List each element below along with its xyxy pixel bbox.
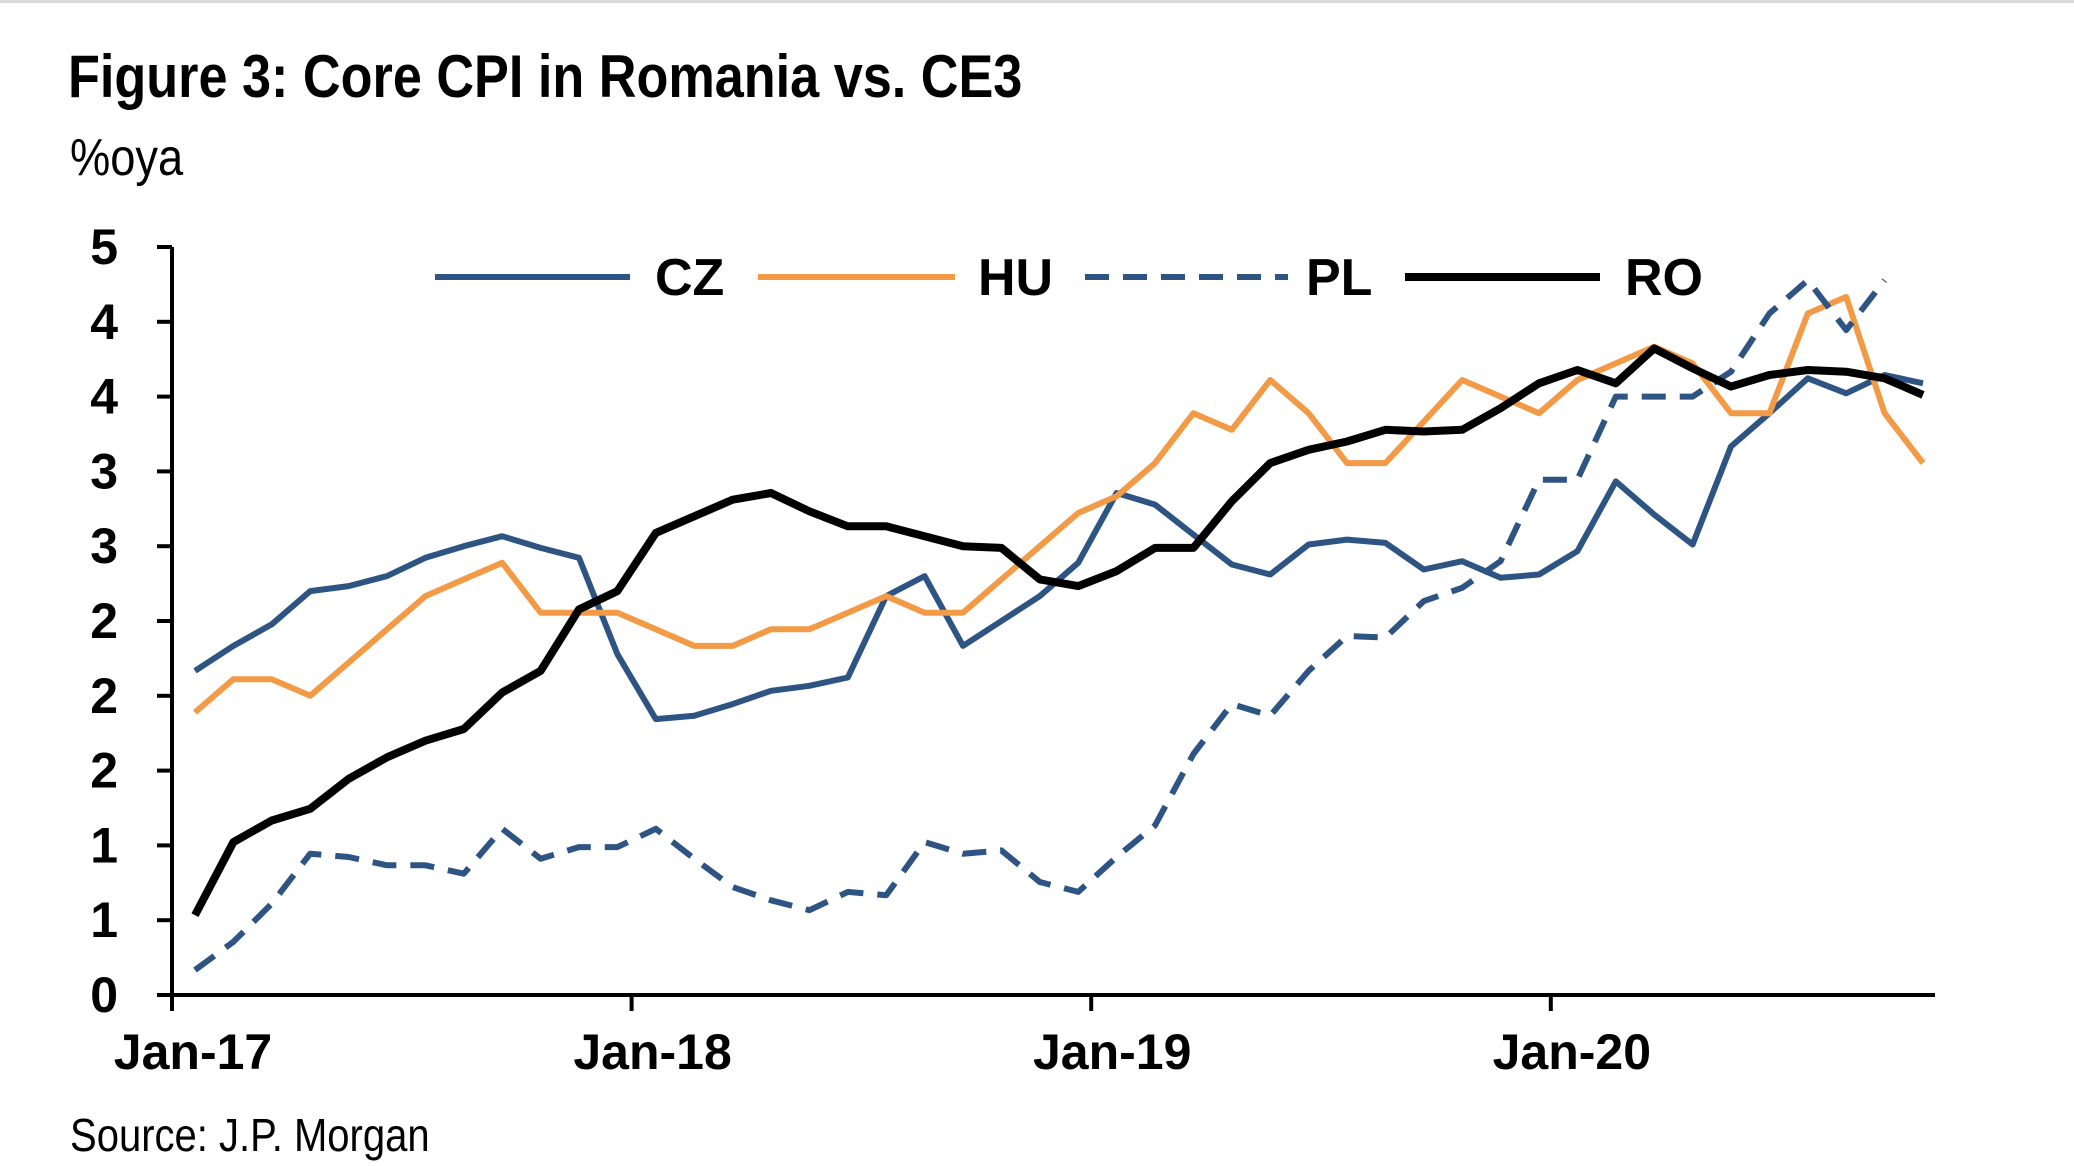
legend-label-hu: HU xyxy=(978,249,1053,307)
series-layer xyxy=(191,277,1926,973)
series-line-cz xyxy=(193,372,1924,723)
chart-subtitle: %oya xyxy=(70,129,184,187)
source-note: Source: J.P. Morgan xyxy=(70,1109,430,1161)
y-tick-label: 2 xyxy=(90,743,118,799)
legend-label-ro: RO xyxy=(1625,249,1703,307)
y-tick-label: 1 xyxy=(90,892,118,948)
y-tick-label: 2 xyxy=(90,668,118,724)
series-line-ro xyxy=(191,344,1925,918)
x-tick-label: Jan-20 xyxy=(1493,1024,1651,1080)
legend-label-pl: PL xyxy=(1306,249,1372,307)
legend: CZ HU PL RO xyxy=(435,249,1703,307)
y-tick-label: 3 xyxy=(90,518,118,574)
y-tick-label: 4 xyxy=(90,369,118,425)
x-tick-label: Jan-19 xyxy=(1033,1024,1191,1080)
y-tick-label: 1 xyxy=(90,817,118,873)
x-tick-label: Jan-17 xyxy=(114,1024,272,1080)
series-line-pl xyxy=(193,277,1887,973)
axes-layer: 0 1 1 2 2 2 3 3 4 4 5 Jan-17 Jan-18 Jan-19 Jan-20 xyxy=(90,219,1935,1080)
top-border xyxy=(0,0,2074,3)
legend-label-cz: CZ xyxy=(655,249,724,307)
y-tick-label: 4 xyxy=(90,294,118,350)
y-tick-label: 3 xyxy=(90,443,118,499)
series-line-hu xyxy=(193,293,1926,715)
y-tick-label: 5 xyxy=(90,219,118,275)
y-tick-label: 0 xyxy=(90,967,118,1023)
x-tick-label: Jan-18 xyxy=(573,1024,731,1080)
y-tick-label: 2 xyxy=(90,593,118,649)
chart-title: Figure 3: Core CPI in Romania vs. CE3 xyxy=(68,43,1023,110)
